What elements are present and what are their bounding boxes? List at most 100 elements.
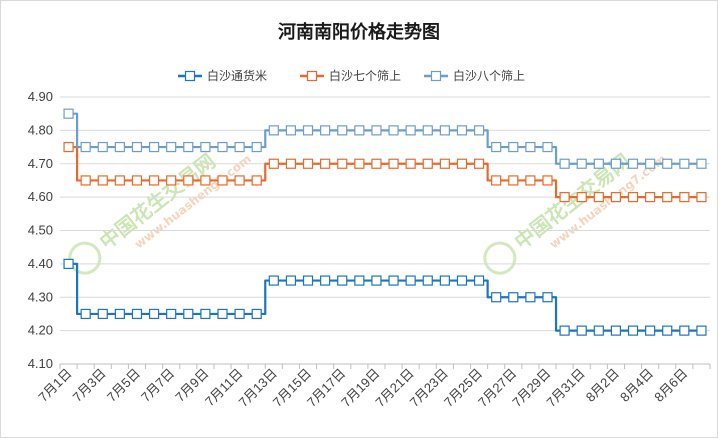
- data-point: [662, 325, 673, 336]
- data-point: [508, 292, 519, 303]
- data-point: [148, 175, 160, 186]
- data-point: [439, 158, 450, 169]
- data-point: [337, 125, 348, 136]
- data-point: [525, 175, 536, 186]
- data-point: [268, 125, 279, 136]
- x-tick-label: 8月4日: [617, 366, 656, 405]
- data-point: [268, 275, 279, 286]
- series-line: [68, 112, 702, 165]
- data-point: [473, 275, 485, 286]
- legend-label: 白沙通货米: [207, 68, 267, 83]
- data-point: [302, 158, 314, 169]
- data-point: [576, 192, 587, 203]
- data-point: [354, 158, 365, 169]
- data-point: [559, 192, 570, 203]
- data-point: [234, 141, 245, 153]
- legend-marker: [306, 70, 318, 82]
- series-白沙通货米: [63, 258, 707, 336]
- data-point: [97, 175, 108, 186]
- legend-marker: [430, 70, 442, 82]
- watermark-logo-icon: [483, 241, 517, 275]
- data-point: [559, 158, 570, 169]
- x-tick-label: 8月6日: [651, 366, 690, 405]
- data-point: [114, 141, 125, 153]
- data-point: [320, 125, 331, 136]
- data-point: [388, 275, 399, 286]
- data-point: [302, 275, 314, 286]
- data-point: [645, 158, 656, 169]
- data-point: [696, 158, 707, 169]
- series-group: [63, 108, 707, 336]
- data-point: [456, 275, 468, 286]
- y-tick-label: 4.10: [28, 356, 53, 371]
- data-point: [696, 325, 707, 336]
- data-point: [542, 141, 553, 153]
- data-point: [491, 292, 502, 303]
- data-point: [251, 141, 262, 153]
- data-point: [679, 192, 690, 203]
- data-point: [354, 275, 365, 286]
- data-point: [508, 175, 519, 186]
- chart-title: 河南南阳价格走势图: [278, 22, 440, 43]
- data-point: [610, 325, 622, 336]
- data-point: [405, 158, 416, 169]
- data-point: [491, 141, 502, 153]
- data-point: [456, 125, 468, 136]
- data-point: [166, 175, 177, 186]
- data-point: [525, 141, 536, 153]
- data-point: [183, 141, 194, 153]
- data-point: [662, 158, 673, 169]
- data-point: [148, 141, 160, 153]
- y-tick-label: 4.40: [28, 256, 53, 271]
- data-point: [302, 125, 314, 136]
- data-point: [645, 325, 656, 336]
- x-tick-label: 8月2日: [583, 366, 622, 405]
- data-point: [593, 325, 604, 336]
- y-tick-label: 4.50: [28, 223, 53, 238]
- data-point: [114, 308, 125, 320]
- data-point: [662, 192, 673, 203]
- data-point: [491, 175, 502, 186]
- data-point: [679, 158, 690, 169]
- data-point: [63, 108, 74, 119]
- data-point: [473, 158, 485, 169]
- data-point: [217, 175, 228, 186]
- data-point: [183, 308, 194, 320]
- data-point: [234, 308, 245, 320]
- data-point: [200, 175, 211, 186]
- data-point: [645, 192, 656, 203]
- data-point: [251, 175, 262, 186]
- data-point: [388, 158, 399, 169]
- data-point: [679, 325, 690, 336]
- data-point: [405, 125, 416, 136]
- data-point: [576, 158, 587, 169]
- y-tick-label: 4.20: [28, 323, 53, 338]
- series-白沙七个筛上: [63, 141, 707, 203]
- data-point: [268, 158, 279, 169]
- y-tick-label: 4.30: [28, 289, 53, 304]
- legend-item: 白沙八个筛上: [424, 68, 525, 83]
- data-point: [610, 192, 622, 203]
- legend-label: 白沙八个筛上: [453, 68, 525, 83]
- data-point: [285, 158, 297, 169]
- data-point: [63, 141, 74, 153]
- series-白沙八个筛上: [63, 108, 707, 169]
- legend: 白沙通货米 白沙七个筛上 白沙八个筛上: [178, 68, 525, 83]
- legend-marker: [184, 70, 196, 82]
- data-point: [439, 125, 450, 136]
- data-point: [217, 308, 228, 320]
- data-point: [337, 158, 348, 169]
- data-point: [627, 192, 639, 203]
- watermark-logo-icon: [68, 241, 102, 275]
- data-point: [97, 308, 108, 320]
- x-tick-label: 7月7日: [138, 366, 177, 405]
- y-tick-label: 4.70: [28, 156, 53, 171]
- data-point: [610, 158, 622, 169]
- data-point: [508, 141, 519, 153]
- x-tick-label: 7月5日: [104, 366, 143, 405]
- x-tick-label: 7月3日: [70, 366, 109, 405]
- axes: 7月1日7月3日7月5日7月7日7月9日7月11日7月13日7月15日7月17日…: [35, 363, 711, 410]
